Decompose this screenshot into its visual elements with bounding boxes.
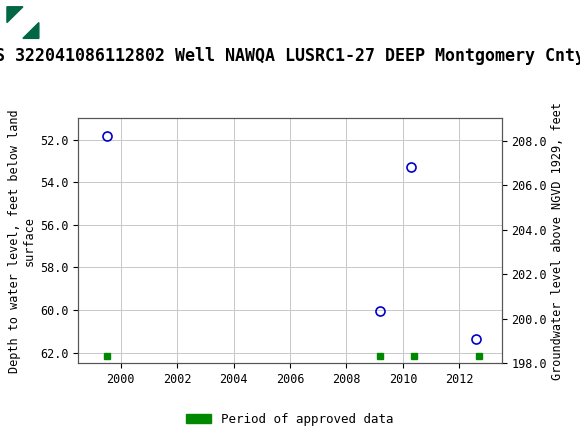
Polygon shape xyxy=(7,7,23,22)
Bar xyxy=(7,7,39,38)
Text: USGS 322041086112802 Well NAWQA LUSRC1-27 DEEP Montgomery Cnty AL: USGS 322041086112802 Well NAWQA LUSRC1-2… xyxy=(0,47,580,65)
Y-axis label: Groundwater level above NGVD 1929, feet: Groundwater level above NGVD 1929, feet xyxy=(551,102,564,380)
Y-axis label: Depth to water level, feet below land
surface: Depth to water level, feet below land su… xyxy=(8,109,36,373)
Legend: Period of approved data: Period of approved data xyxy=(181,408,399,430)
Polygon shape xyxy=(23,22,39,38)
Text: USGS: USGS xyxy=(49,13,109,32)
